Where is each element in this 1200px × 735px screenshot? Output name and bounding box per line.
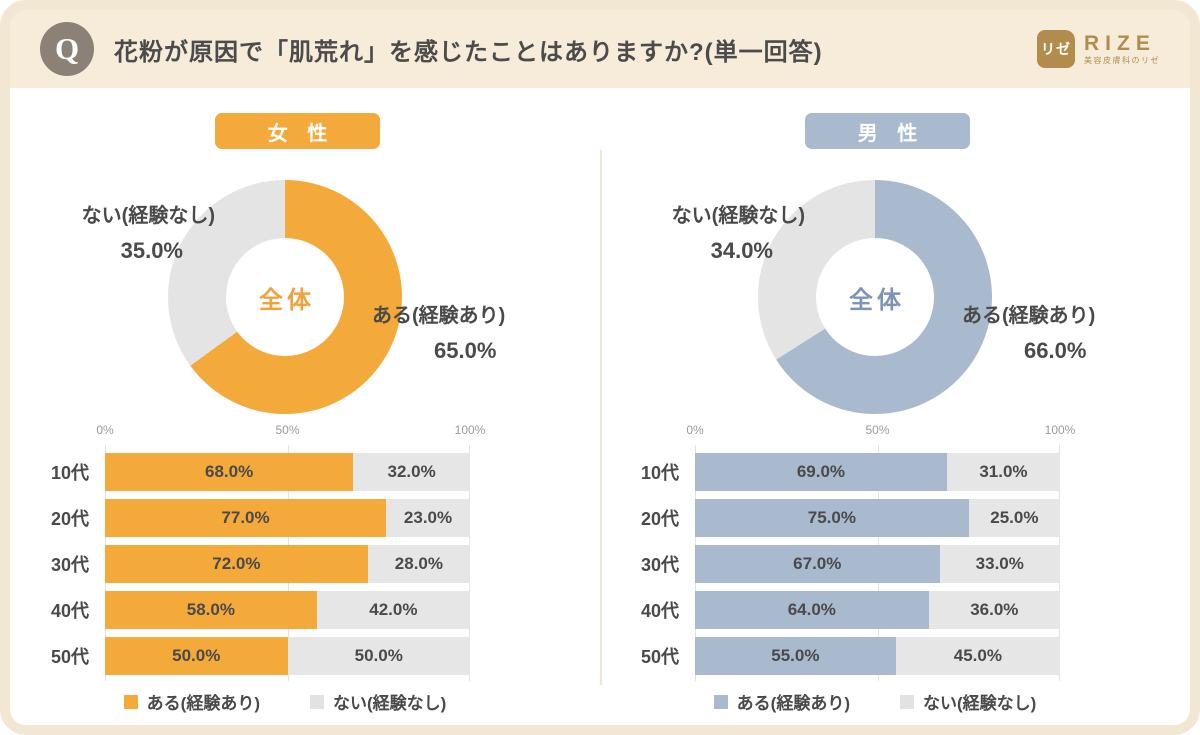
bar-segment-yes: 50.0% xyxy=(105,637,288,675)
age-label: 20代 xyxy=(50,509,89,529)
bar-segment-no: 50.0% xyxy=(287,637,470,675)
bar-segment-no: 25.0% xyxy=(968,499,1060,537)
legend-item-yes: ある(経験あり) xyxy=(123,689,260,714)
male-panel: 男 性 全体 ない(経験なし) 34.0% ある(経験あり) 66.0% 0% … xyxy=(600,88,1190,725)
legend-label-no: ない(経験なし) xyxy=(923,694,1037,713)
bar-segment-no: 32.0% xyxy=(353,453,470,491)
page-title: 花粉が原因で「肌荒れ」を感じたことはありますか?(単一回答) xyxy=(114,38,823,66)
bar-row: 30代 72.0% 28.0% xyxy=(51,545,470,583)
male-age-bar-chart: 0% 50% 100% 10代 69.0% 31.0% 20代 75.0% 25… xyxy=(641,423,1075,681)
brand-tagline: 美容皮膚科のリゼ xyxy=(1084,56,1160,66)
legend-swatch-no xyxy=(310,694,324,709)
bar-row: 10代 69.0% 31.0% xyxy=(641,453,1060,491)
bar-segment-no: 42.0% xyxy=(316,591,470,629)
legend-label-yes: ある(経験あり) xyxy=(146,694,260,713)
bar-segment-yes: 69.0% xyxy=(695,453,947,491)
brand-name: RIZE xyxy=(1084,32,1156,56)
logo-text: RIZE 美容皮膚科のリゼ xyxy=(1084,32,1160,65)
age-label: 40代 xyxy=(640,601,679,621)
female-panel: 女 性 全体 ない(経験なし) 35.0% ある(経験あり) 65.0% 0% … xyxy=(10,88,600,725)
bar-segment-yes: 72.0% xyxy=(105,545,368,583)
legend-item-no: ない(経験なし) xyxy=(900,689,1036,714)
bar-row: 20代 77.0% 23.0% xyxy=(51,499,470,537)
age-label: 40代 xyxy=(50,601,89,621)
bar-row: 40代 58.0% 42.0% xyxy=(51,591,470,629)
bar-segment-no: 31.0% xyxy=(946,453,1060,491)
legend-item-yes: ある(経験あり) xyxy=(713,689,850,714)
male-badge: 男 性 xyxy=(805,113,970,149)
age-label: 30代 xyxy=(640,555,679,575)
donut-label-yes: ある(経験あり) 65.0% xyxy=(372,306,562,362)
segment-value-yes: 65.0% xyxy=(434,338,497,363)
bar-segment-yes: 67.0% xyxy=(695,545,940,583)
segment-label-no: ない(経験なし) xyxy=(671,205,805,227)
legend-item-no: ない(経験なし) xyxy=(310,689,446,714)
x-axis: 0% 50% 100% xyxy=(96,423,485,437)
donut-center-label: 全体 xyxy=(849,286,905,314)
x-axis: 0% 50% 100% xyxy=(686,423,1075,437)
age-label: 20代 xyxy=(640,509,679,529)
axis-tick-100: 100% xyxy=(454,423,486,437)
plot-area: 10代 68.0% 32.0% 20代 77.0% 23.0% 30代 72.0… xyxy=(51,445,470,681)
female-badge: 女 性 xyxy=(215,113,380,149)
female-donut-chart: 全体 xyxy=(168,180,402,414)
age-label: 50代 xyxy=(50,647,89,667)
donut-label-no: ない(経験なし) 34.0% xyxy=(630,206,805,262)
donut-label-no: ない(経験なし) 35.0% xyxy=(40,206,215,262)
bar-row: 50代 55.0% 45.0% xyxy=(641,637,1060,675)
bar-row: 50代 50.0% 50.0% xyxy=(51,637,470,675)
legend-swatch-yes xyxy=(123,694,138,709)
axis-tick-100: 100% xyxy=(1044,423,1076,437)
bar-segment-no: 45.0% xyxy=(895,637,1060,675)
female-legend: ある(経験あり) ない(経験なし) xyxy=(70,689,500,714)
bar-segment-no: 33.0% xyxy=(939,545,1060,583)
legend-swatch-yes xyxy=(713,694,728,709)
bar-segment-no: 23.0% xyxy=(386,499,470,537)
segment-value-no: 35.0% xyxy=(120,238,183,263)
question-icon: Q xyxy=(40,22,94,76)
donut-hole: 全体 xyxy=(816,238,934,356)
legend-label-no: ない(経験なし) xyxy=(333,694,447,713)
axis-tick-0: 0% xyxy=(686,423,704,437)
male-donut-chart: 全体 xyxy=(758,180,992,414)
legend-swatch-no xyxy=(900,694,914,709)
age-label: 30代 xyxy=(50,555,89,575)
brand-logo: リゼ RIZE 美容皮膚科のリゼ xyxy=(1037,30,1160,68)
header: Q 花粉が原因で「肌荒れ」を感じたことはありますか?(単一回答) リゼ RIZE… xyxy=(10,10,1190,88)
bar-rows: 10代 69.0% 31.0% 20代 75.0% 25.0% 30代 67.0… xyxy=(641,453,1060,675)
axis-tick-0: 0% xyxy=(96,423,114,437)
bar-segment-no: 36.0% xyxy=(928,591,1060,629)
bar-segment-yes: 77.0% xyxy=(105,499,387,537)
segment-label-yes: ある(経験あり) xyxy=(962,305,1096,327)
bar-row: 10代 68.0% 32.0% xyxy=(51,453,470,491)
bar-segment-yes: 58.0% xyxy=(105,591,317,629)
axis-tick-50: 50% xyxy=(865,423,890,437)
column-divider xyxy=(600,150,602,685)
male-legend: ある(経験あり) ない(経験なし) xyxy=(660,689,1090,714)
age-label: 10代 xyxy=(50,463,89,483)
bar-rows: 10代 68.0% 32.0% 20代 77.0% 23.0% 30代 72.0… xyxy=(51,453,470,675)
segment-value-yes: 66.0% xyxy=(1024,338,1087,363)
logo-square-icon: リゼ xyxy=(1037,30,1075,68)
female-age-bar-chart: 0% 50% 100% 10代 68.0% 32.0% 20代 77.0% 23… xyxy=(51,423,485,681)
age-label: 50代 xyxy=(640,647,679,667)
age-label: 10代 xyxy=(640,463,679,483)
bar-segment-yes: 55.0% xyxy=(695,637,896,675)
segment-label-no: ない(経験なし) xyxy=(81,205,215,227)
bar-segment-yes: 75.0% xyxy=(695,499,969,537)
bar-segment-no: 28.0% xyxy=(367,545,470,583)
donut-label-yes: ある(経験あり) 66.0% xyxy=(962,306,1152,362)
bar-row: 40代 64.0% 36.0% xyxy=(641,591,1060,629)
donut-hole: 全体 xyxy=(226,238,344,356)
bar-segment-yes: 68.0% xyxy=(105,453,354,491)
bar-row: 30代 67.0% 33.0% xyxy=(641,545,1060,583)
bar-segment-yes: 64.0% xyxy=(695,591,929,629)
segment-label-yes: ある(経験あり) xyxy=(372,305,506,327)
plot-area: 10代 69.0% 31.0% 20代 75.0% 25.0% 30代 67.0… xyxy=(641,445,1060,681)
bar-row: 20代 75.0% 25.0% xyxy=(641,499,1060,537)
legend-label-yes: ある(経験あり) xyxy=(736,694,850,713)
axis-tick-50: 50% xyxy=(275,423,300,437)
donut-center-label: 全体 xyxy=(259,286,315,314)
segment-value-no: 34.0% xyxy=(710,238,773,263)
